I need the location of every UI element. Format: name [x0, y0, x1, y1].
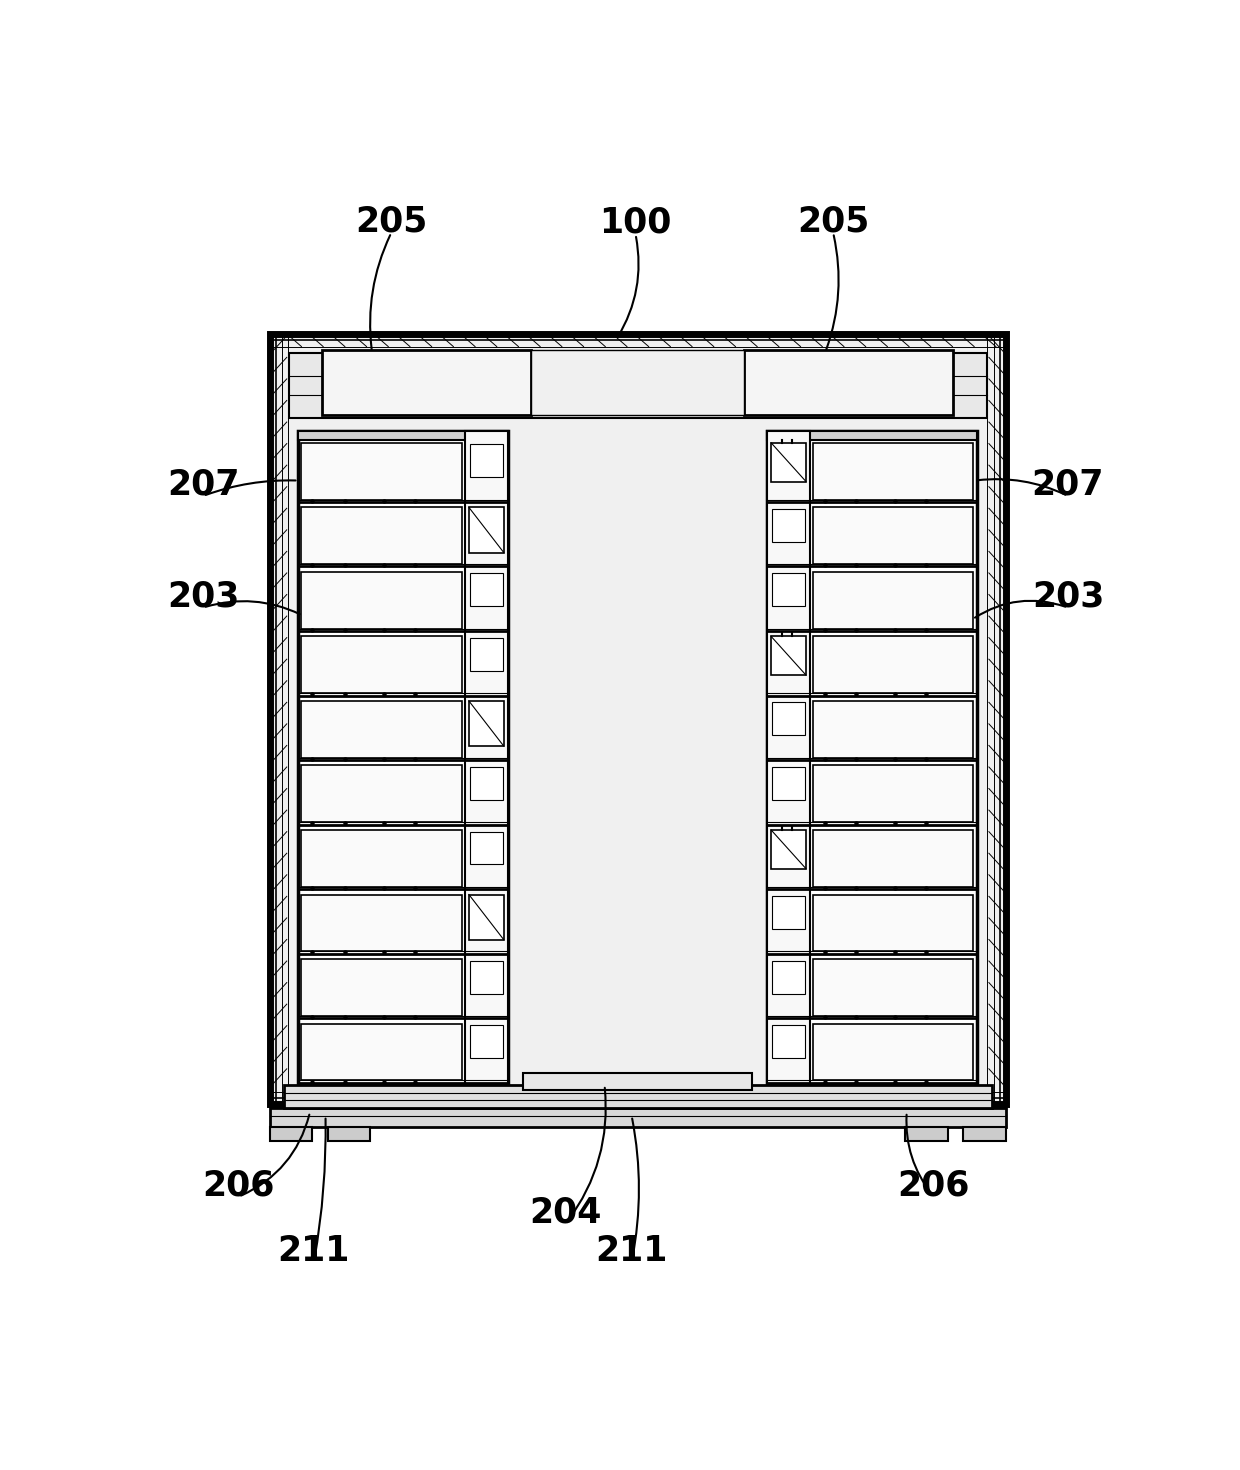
Bar — [771, 638, 805, 670]
Bar — [470, 444, 503, 478]
Bar — [813, 507, 973, 564]
Bar — [270, 1108, 1006, 1127]
Bar — [771, 703, 805, 735]
Bar — [470, 1025, 503, 1058]
Bar — [771, 897, 805, 929]
Bar — [301, 895, 463, 951]
Bar — [301, 637, 463, 694]
Text: 203: 203 — [1032, 579, 1104, 613]
Bar — [301, 701, 463, 757]
Bar — [270, 334, 1006, 1104]
Text: 207: 207 — [1032, 467, 1104, 501]
Bar — [284, 1085, 992, 1108]
Bar — [299, 431, 507, 440]
Bar — [301, 1023, 463, 1080]
Bar — [301, 442, 463, 500]
Text: 100: 100 — [599, 206, 672, 240]
Bar — [813, 895, 973, 951]
Bar — [768, 431, 977, 1085]
Text: 203: 203 — [167, 579, 239, 613]
Bar — [531, 350, 744, 415]
Bar — [470, 703, 503, 735]
Bar — [470, 638, 503, 670]
Bar — [771, 832, 805, 864]
Bar — [813, 637, 973, 694]
Bar — [813, 442, 973, 500]
Text: 206: 206 — [202, 1169, 275, 1202]
Bar — [301, 766, 463, 822]
Bar — [771, 831, 806, 869]
Bar — [470, 897, 503, 929]
Bar — [270, 1127, 312, 1141]
Bar — [327, 1127, 371, 1141]
Bar — [301, 507, 463, 564]
Bar — [470, 573, 503, 606]
Bar — [771, 637, 806, 675]
Bar — [523, 1073, 751, 1091]
Bar — [465, 431, 507, 1085]
Bar — [470, 832, 503, 864]
Text: 206: 206 — [898, 1169, 970, 1202]
Bar — [771, 444, 805, 478]
Bar — [771, 573, 805, 606]
Bar — [470, 960, 503, 994]
Bar — [768, 431, 810, 1085]
Text: 211: 211 — [595, 1233, 668, 1267]
Bar — [813, 701, 973, 757]
Bar — [470, 509, 503, 542]
Bar — [301, 572, 463, 629]
Bar — [813, 1023, 973, 1080]
Bar — [301, 831, 463, 886]
Bar — [469, 701, 503, 747]
Text: 211: 211 — [278, 1233, 350, 1267]
Bar — [813, 766, 973, 822]
Text: 205: 205 — [797, 204, 869, 238]
Bar — [289, 353, 987, 417]
Bar — [771, 767, 805, 800]
Text: 204: 204 — [529, 1195, 601, 1229]
Bar — [771, 442, 806, 482]
Text: 205: 205 — [355, 204, 428, 238]
Bar — [321, 350, 531, 415]
Bar — [813, 572, 973, 629]
Text: 207: 207 — [167, 467, 239, 501]
Bar — [469, 507, 503, 553]
Bar — [301, 958, 463, 1016]
Bar — [813, 831, 973, 886]
Bar — [813, 958, 973, 1016]
Bar — [771, 509, 805, 542]
Bar — [299, 431, 507, 1085]
Bar — [744, 350, 954, 415]
Bar — [469, 895, 503, 939]
Bar — [905, 1127, 947, 1141]
Bar — [470, 767, 503, 800]
Bar — [771, 960, 805, 994]
Bar — [771, 1025, 805, 1058]
Bar — [963, 1127, 1006, 1141]
Bar — [768, 431, 977, 440]
